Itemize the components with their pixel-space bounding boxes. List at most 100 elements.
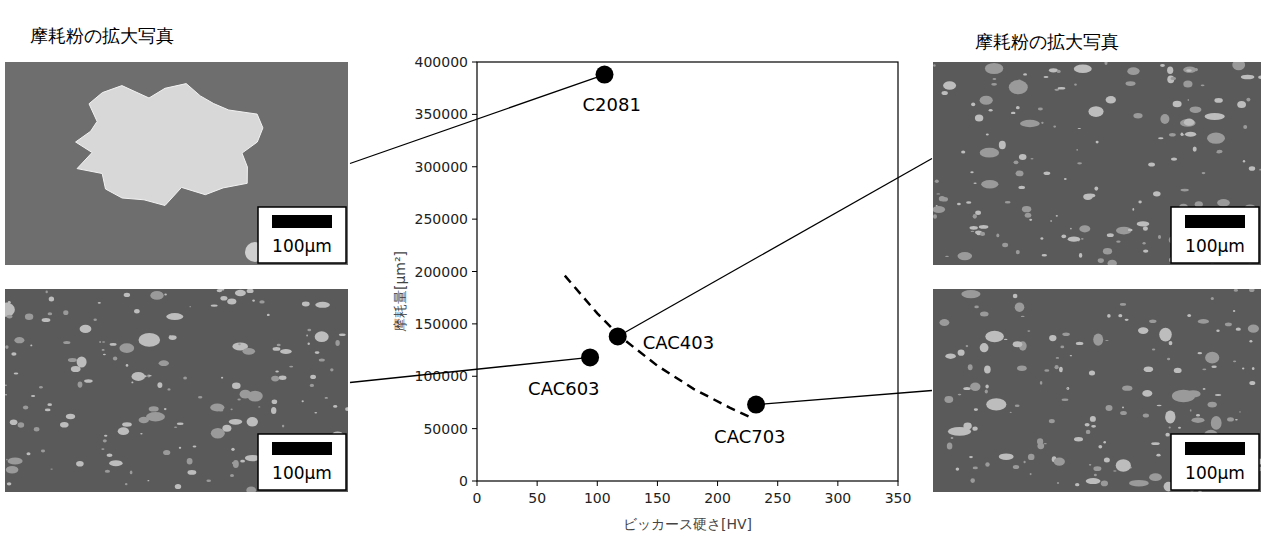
particle — [933, 206, 945, 213]
particle — [282, 425, 284, 428]
panel-title: 摩耗粉の拡大写真 — [30, 25, 174, 46]
particle — [985, 331, 1004, 343]
particle — [177, 423, 184, 425]
particle — [159, 416, 162, 418]
particle — [951, 431, 954, 432]
particle — [1016, 171, 1024, 177]
photo-background — [933, 62, 1261, 265]
particle — [1090, 416, 1096, 422]
y-tick — [472, 114, 477, 115]
particle — [319, 359, 325, 362]
particle — [1053, 126, 1056, 128]
particle — [1067, 387, 1070, 390]
particle — [1174, 368, 1182, 373]
particle — [986, 398, 1006, 410]
particle — [271, 376, 279, 382]
particle — [942, 91, 948, 95]
particle — [1211, 297, 1214, 300]
x-tick — [717, 481, 718, 486]
particle — [1108, 260, 1117, 265]
photo — [933, 62, 1261, 265]
particle — [1086, 430, 1091, 434]
particle — [1014, 83, 1022, 86]
particle — [149, 406, 159, 411]
particle — [944, 396, 953, 403]
particle — [1075, 483, 1079, 486]
particle — [46, 291, 48, 294]
particle — [980, 232, 985, 236]
particle — [1216, 330, 1219, 333]
particle — [6, 466, 19, 474]
particle — [1187, 314, 1191, 317]
particle — [1132, 208, 1134, 211]
point-label: CAC603 — [528, 378, 600, 399]
particle — [1004, 339, 1008, 340]
scale-bar-box — [1171, 207, 1259, 263]
particle — [1049, 335, 1056, 341]
particle — [140, 433, 142, 434]
particle — [1242, 368, 1244, 370]
particle — [1217, 199, 1230, 206]
particle — [1116, 459, 1131, 471]
particle — [218, 289, 224, 291]
particle — [1070, 355, 1072, 356]
particle — [1044, 172, 1051, 176]
particle — [980, 312, 989, 317]
y-tick-label: 0 — [459, 473, 468, 489]
particle — [63, 310, 68, 315]
particle — [999, 141, 1006, 149]
particle — [48, 312, 53, 315]
particle — [227, 298, 236, 304]
particle — [1094, 474, 1097, 477]
point-label: CAC703 — [714, 426, 786, 447]
particle — [105, 470, 110, 473]
particle — [104, 435, 107, 437]
particle — [1232, 62, 1245, 70]
x-tick-label: 100 — [584, 490, 611, 506]
x-tick — [777, 481, 778, 486]
particle — [1103, 441, 1106, 444]
particle — [232, 383, 241, 390]
particle — [166, 313, 183, 320]
particle — [957, 203, 961, 205]
particle — [972, 427, 977, 431]
x-tick — [898, 481, 899, 486]
particle — [1116, 240, 1120, 242]
particle — [147, 480, 149, 481]
particle — [963, 423, 971, 430]
particle — [289, 366, 293, 368]
particle — [99, 341, 101, 342]
particle — [1018, 80, 1021, 82]
particle — [970, 171, 973, 173]
particle — [1098, 445, 1102, 449]
particle — [1159, 328, 1172, 342]
particle — [134, 309, 140, 313]
scale-bar-label: 100μm — [1185, 236, 1245, 256]
particle — [1040, 381, 1043, 385]
particle — [1010, 412, 1012, 413]
particle — [272, 400, 278, 405]
particle — [1211, 365, 1216, 368]
particle — [189, 306, 191, 307]
particle — [31, 395, 35, 397]
x-tick-label: 350 — [885, 490, 912, 506]
particle — [1249, 166, 1255, 171]
particle — [958, 394, 962, 396]
x-tick — [657, 481, 658, 486]
particle — [118, 427, 129, 435]
chart: 0501001502002503003500500001000001500002… — [0, 0, 1266, 555]
particle — [130, 471, 133, 475]
particle — [94, 319, 97, 321]
particle — [1243, 160, 1245, 162]
particle — [985, 390, 988, 394]
x-tick — [537, 481, 538, 486]
particle — [1153, 191, 1161, 196]
particle — [1195, 68, 1198, 71]
particle — [66, 414, 75, 419]
particle — [279, 376, 287, 380]
particle — [939, 319, 949, 326]
particle — [5, 394, 7, 395]
particle — [132, 372, 146, 381]
particle — [958, 252, 973, 260]
particle — [975, 114, 983, 121]
